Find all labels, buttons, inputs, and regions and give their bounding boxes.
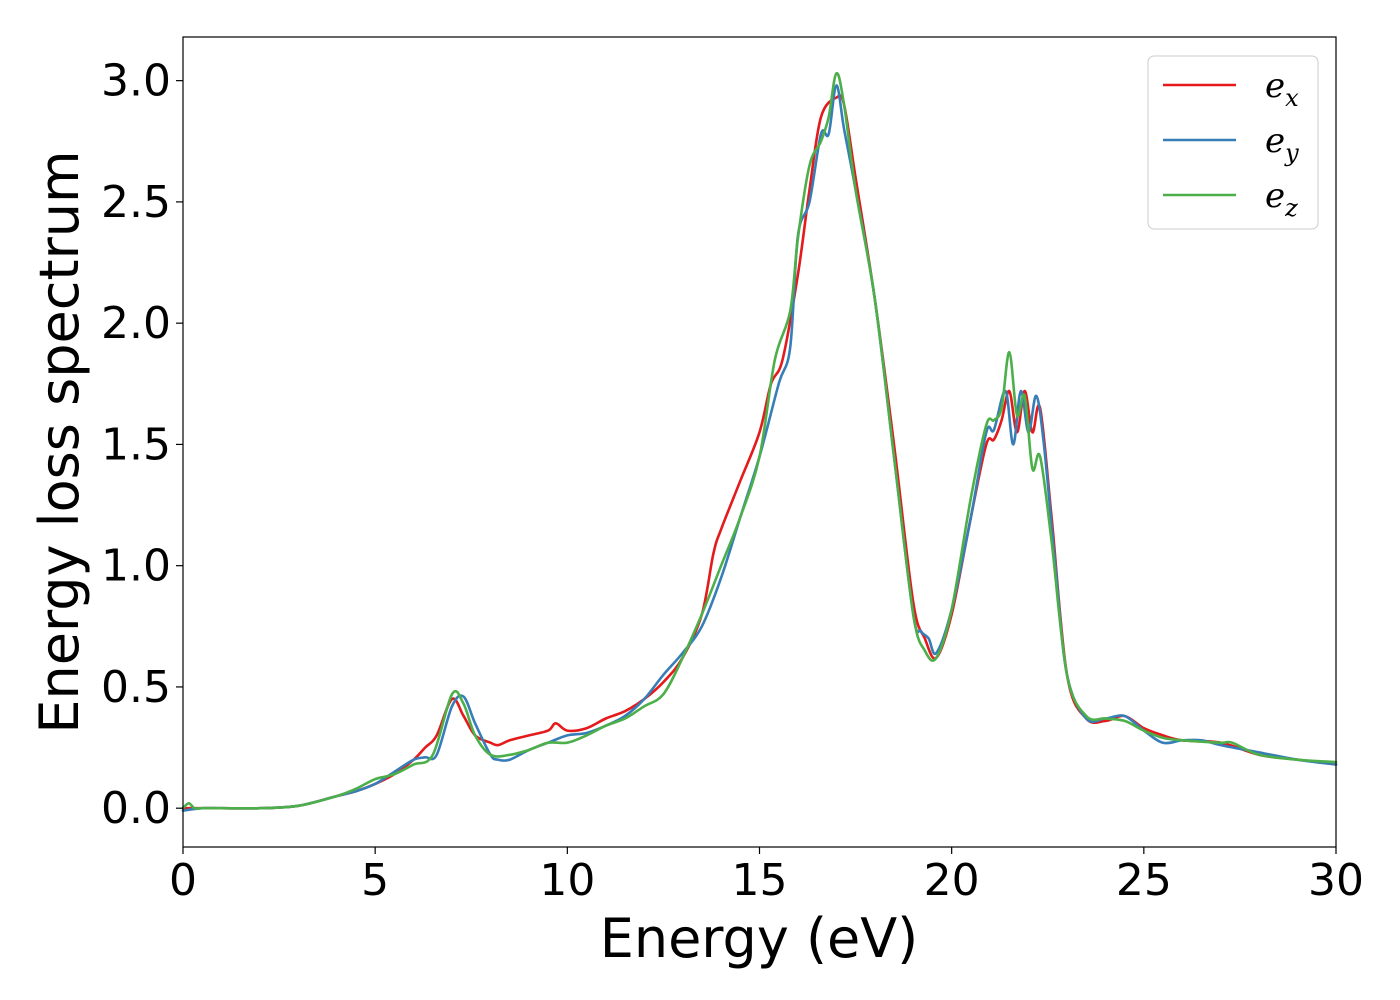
y-tick-label: 2.0 (101, 298, 171, 349)
x-tick-label: 30 (1308, 855, 1364, 906)
series-layer (181, 72, 1338, 812)
y-tick-label: 2.5 (101, 177, 171, 228)
x-tick-label: 0 (169, 855, 197, 906)
y-axis-ticks: 0.0 0.5 1.0 1.5 2.0 2.5 3.0 (101, 56, 183, 834)
y-tick-label: 1.0 (101, 541, 171, 592)
legend-label-z: ez (1265, 176, 1298, 222)
y-axis-label: Energy loss spectrum (28, 150, 91, 733)
x-tick-label: 20 (924, 855, 980, 906)
y-tick-label: 3.0 (101, 56, 171, 107)
series-line-z (181, 72, 1338, 810)
y-tick-label: 0.0 (101, 783, 171, 834)
x-tick-label: 25 (1116, 855, 1172, 906)
x-tick-label: 15 (732, 855, 788, 906)
y-tick-label: 0.5 (101, 662, 171, 713)
x-tick-label: 5 (361, 855, 389, 906)
x-tick-label: 10 (539, 855, 595, 906)
legend: ex ey ez (1147, 55, 1319, 230)
x-axis-label: Energy (eV) (600, 907, 919, 970)
legend-box (1147, 55, 1319, 230)
x-axis-ticks: 0 5 10 15 20 25 30 (169, 847, 1364, 906)
legend-label-x: ex (1265, 66, 1299, 112)
legend-label-y: ey (1265, 121, 1299, 167)
y-tick-label: 1.5 (101, 419, 171, 470)
